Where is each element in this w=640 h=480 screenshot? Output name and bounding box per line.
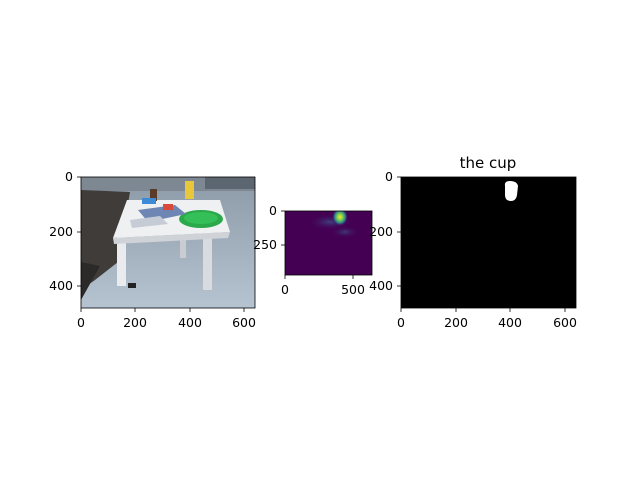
tick-label: 250 [253,237,277,252]
tick-label: 600 [553,315,577,330]
tick-label: 400 [49,278,73,293]
tick-label: 0 [65,169,73,184]
tick-label: 0 [77,315,85,330]
rgb-image-panel: 0 200 400 0 200 400 600 [49,169,256,330]
tick-label: 200 [49,224,73,239]
heatmap-panel: 0 250 0 500 [253,203,373,297]
tick-label: 500 [341,282,365,297]
mask-panel: the cup 0 200 400 0 200 400 600 [369,154,577,330]
tick-label: 200 [369,224,393,239]
tick-label: 400 [498,315,522,330]
tick-label: 0 [269,203,277,218]
tick-label: 600 [232,315,256,330]
tick-label: 200 [444,315,468,330]
tick-label: 0 [385,169,393,184]
tick-label: 0 [397,315,405,330]
tick-label: 400 [178,315,202,330]
attention-heatmap [285,211,372,275]
tick-label: 400 [369,278,393,293]
tick-label: 200 [123,315,147,330]
mask-title: the cup [460,154,517,172]
table-photo [81,177,255,308]
segmentation-mask [401,177,576,308]
tick-label: 0 [281,282,289,297]
